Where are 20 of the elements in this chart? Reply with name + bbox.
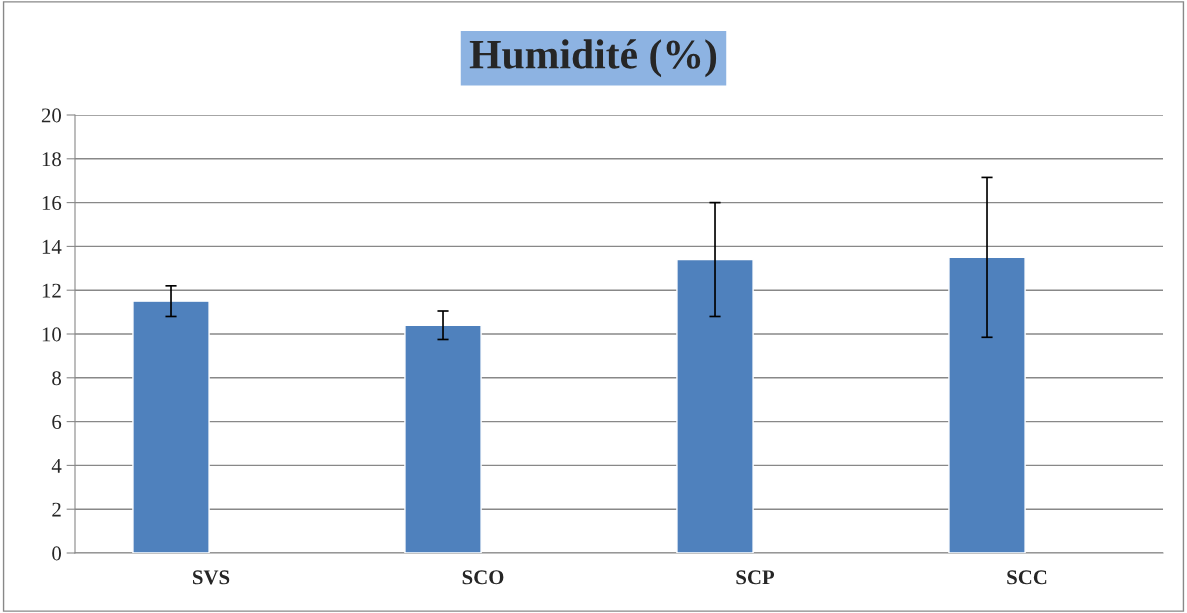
y-tick-label: 2: [52, 502, 61, 517]
y-tick-label: 18: [42, 152, 62, 167]
y-tick-label: 10: [42, 327, 62, 342]
x-tick-label: SVS: [193, 570, 230, 585]
y-tick-label: 8: [52, 371, 62, 386]
y-tick-label: 6: [52, 415, 62, 430]
y-tick-label: 14: [42, 239, 62, 254]
x-tick-label: SCO: [462, 570, 504, 585]
y-tick-label: 4: [51, 458, 62, 473]
y-tick-label: 12: [42, 283, 61, 298]
y-tick-label: 20: [41, 108, 62, 123]
y-tick-label: 16: [42, 196, 62, 211]
chart-title: Humidité (%): [469, 39, 717, 78]
x-tick-label: SCC: [1007, 570, 1047, 585]
bar: [404, 324, 482, 553]
x-tick-label: SCP: [736, 570, 775, 585]
bar: [676, 258, 754, 553]
bar: [132, 300, 210, 553]
y-tick-label: 0: [52, 546, 62, 561]
bar: [948, 256, 1026, 553]
